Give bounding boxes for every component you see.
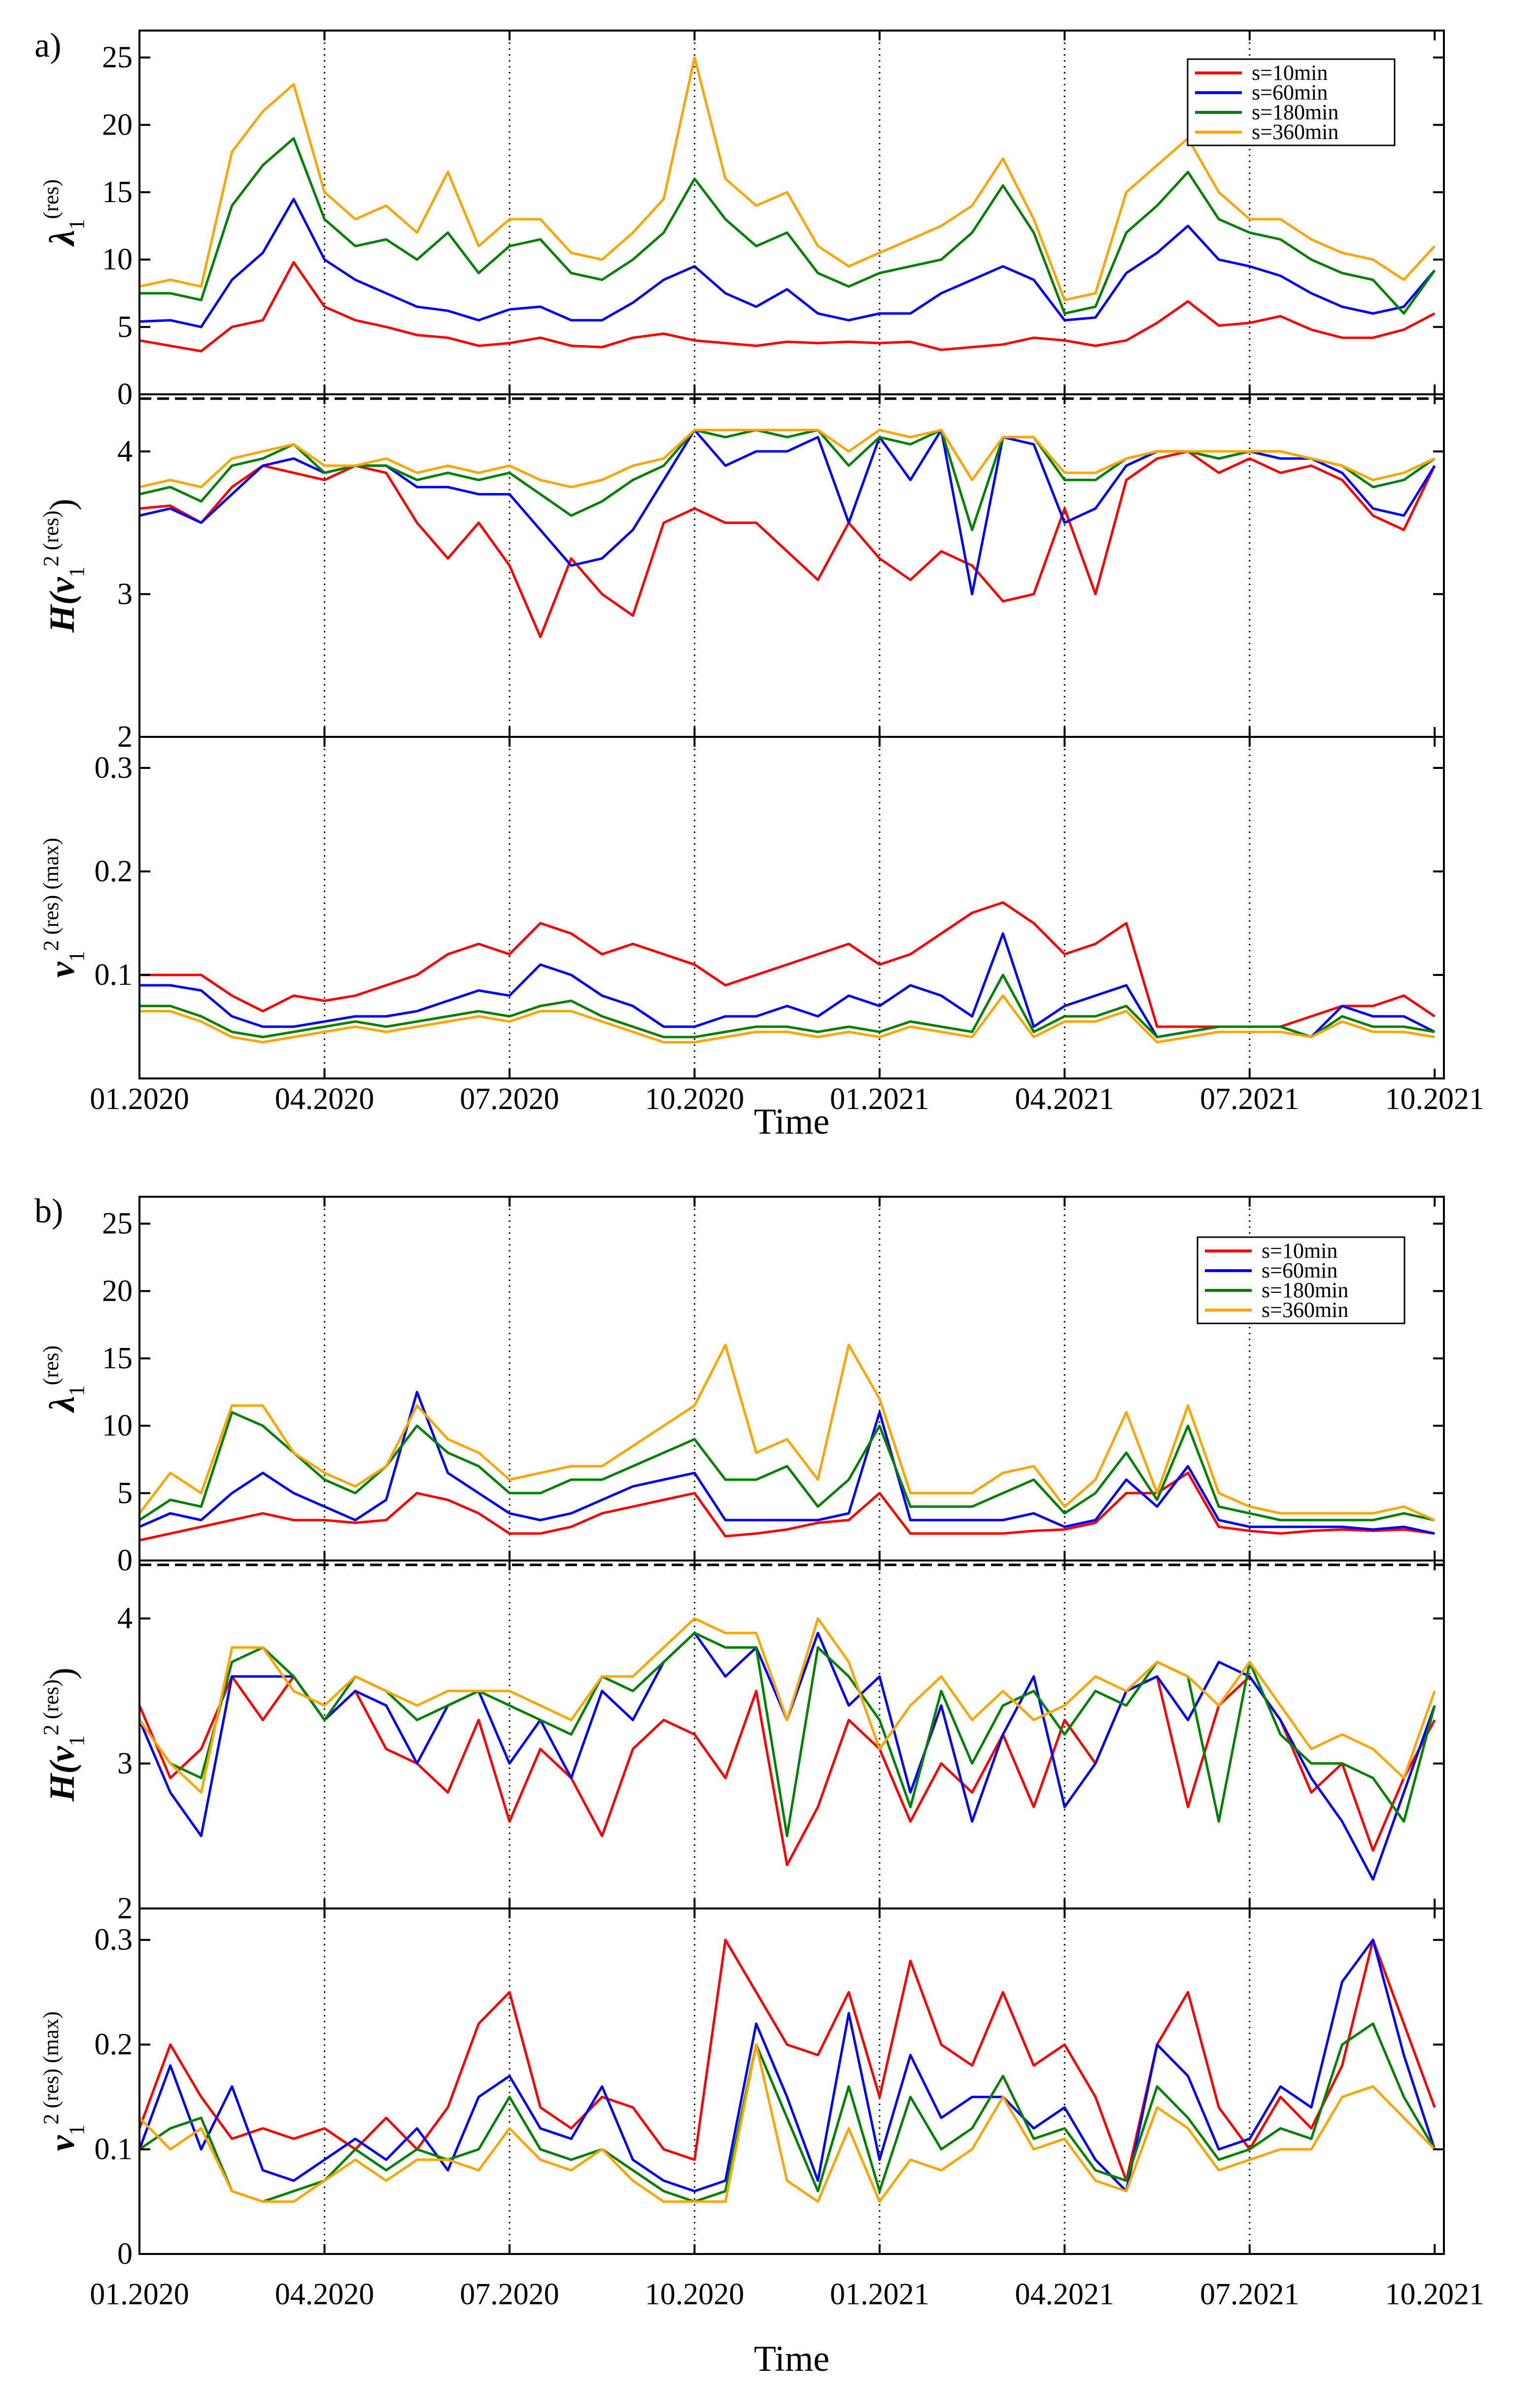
series-line bbox=[139, 901, 1436, 1028]
y-tick-label: 0.3 bbox=[95, 751, 133, 785]
y-axis-label: λ1(res) bbox=[39, 1346, 89, 1414]
subplot-3: 0.1 0.2 0.3 v12 (res) (max) bbox=[39, 736, 1445, 1079]
y-tick-label: 0.1 bbox=[95, 958, 133, 992]
panel-b: b) 0 5 10 15 20 25 λ1(res) 2 3 4 H(v12 (res)) 0 0.1 0.… bbox=[34, 1192, 1484, 2379]
y-tick-label: 0.3 bbox=[95, 1923, 133, 1957]
y-tick-label: 5 bbox=[117, 310, 133, 344]
plot-frame bbox=[138, 1907, 1445, 2255]
series-line bbox=[138, 1411, 1435, 1522]
series-line bbox=[139, 450, 1436, 638]
subplot-2: 2 3 4 H(v12 (res)) bbox=[39, 1560, 1445, 1925]
x-tick-label: 10.2020 bbox=[645, 2278, 745, 2311]
y-axis-label: v12 (res) (max) bbox=[39, 2011, 89, 2151]
x-tick-label: 10.2020 bbox=[645, 1082, 745, 1116]
y-tick-label: 0.2 bbox=[95, 2028, 133, 2061]
plot-frame bbox=[138, 393, 1445, 738]
subplot-1: 0 5 10 15 20 25 λ1(res) bbox=[39, 30, 1445, 411]
x-tick-label: 07.2021 bbox=[1200, 2278, 1300, 2311]
y-tick-label: 3 bbox=[117, 577, 133, 611]
series-line bbox=[138, 1631, 1436, 1881]
series-line bbox=[139, 973, 1435, 1039]
y-axis-label: H(v12 (res)) bbox=[39, 1667, 89, 1802]
y-tick-label: 5 bbox=[117, 1476, 133, 1510]
series-line bbox=[138, 1344, 1436, 1522]
series-line bbox=[138, 1939, 1436, 2192]
y-tick-label: 10 bbox=[102, 243, 133, 277]
legend-entry: s=360min bbox=[1262, 1298, 1348, 1322]
series-line bbox=[139, 932, 1436, 1039]
y-tick-label: 10 bbox=[102, 1409, 133, 1443]
y-tick-label: 15 bbox=[102, 175, 133, 209]
x-tick-label: 04.2021 bbox=[1015, 2278, 1115, 2311]
legend-entry: s=180min bbox=[1252, 100, 1338, 124]
x-tick-label: 01.2021 bbox=[830, 1082, 929, 1116]
y-tick-label: 25 bbox=[102, 41, 133, 74]
y-axis-label: v12 (res) (max) bbox=[39, 838, 89, 978]
y-tick-label: 4 bbox=[117, 1602, 133, 1635]
panel-label: a) bbox=[34, 27, 61, 65]
legend-entry: s=60min bbox=[1262, 1258, 1337, 1283]
x-axis-label: Time bbox=[754, 1102, 830, 1142]
x-tick-label: 10.2021 bbox=[1385, 1082, 1484, 1116]
legend-entry: s=360min bbox=[1252, 120, 1338, 144]
x-tick-label: 04.2020 bbox=[275, 1082, 375, 1116]
subplot-2: 2 3 4 H(v12 (res)) bbox=[39, 393, 1445, 754]
x-tick-label: 07.2020 bbox=[460, 2278, 559, 2311]
legend-entry: s=10min bbox=[1252, 61, 1328, 85]
y-tick-label: 0.1 bbox=[95, 2133, 133, 2166]
y-tick-label: 20 bbox=[102, 1274, 133, 1308]
series-line bbox=[138, 1631, 1436, 1837]
x-axis-label: Time bbox=[754, 2339, 830, 2379]
y-tick-label: 15 bbox=[102, 1342, 133, 1375]
panel-a: a) 0 5 10 15 20 25 λ1(res) 2 3 4 H(v12 (res)) 0.1 0.2… bbox=[34, 27, 1484, 1142]
y-tick-label: 0.2 bbox=[95, 855, 133, 888]
x-tick-label: 07.2021 bbox=[1200, 1082, 1300, 1116]
series-line bbox=[138, 1390, 1435, 1535]
x-tick-label: 04.2021 bbox=[1015, 1082, 1115, 1116]
x-tick-label: 04.2020 bbox=[275, 2278, 375, 2311]
legend-entry: s=60min bbox=[1252, 80, 1328, 104]
x-tick-label: 01.2020 bbox=[90, 1082, 189, 1116]
legend-entry: s=10min bbox=[1262, 1239, 1337, 1263]
series-line bbox=[138, 1939, 1436, 2182]
series-line bbox=[139, 1471, 1435, 1542]
y-axis-label: H(v12 (res)) bbox=[39, 499, 89, 633]
y-tick-label: 0 bbox=[117, 2237, 133, 2271]
y-tick-label: 0 bbox=[117, 378, 133, 411]
y-tick-label: 20 bbox=[102, 108, 133, 141]
x-tick-label: 01.2021 bbox=[830, 2278, 929, 2311]
series-line bbox=[138, 2043, 1436, 2203]
x-tick-label: 01.2020 bbox=[90, 2278, 189, 2311]
y-axis-label: λ1(res) bbox=[39, 179, 89, 247]
series-line bbox=[138, 2022, 1436, 2203]
series-line bbox=[138, 1617, 1436, 1794]
y-tick-label: 2 bbox=[117, 720, 133, 754]
series-line bbox=[139, 994, 1435, 1043]
y-tick-label: 0 bbox=[117, 1544, 133, 1577]
plot-frame bbox=[138, 736, 1445, 1079]
series-line bbox=[139, 428, 1436, 531]
x-tick-label: 10.2021 bbox=[1385, 2278, 1484, 2311]
y-tick-label: 3 bbox=[117, 1747, 133, 1780]
series-line bbox=[139, 428, 1436, 488]
x-tick-label: 07.2020 bbox=[460, 1082, 559, 1116]
y-tick-label: 25 bbox=[102, 1207, 133, 1241]
series-line bbox=[139, 198, 1436, 328]
series-line bbox=[139, 261, 1436, 352]
y-tick-label: 2 bbox=[117, 1892, 133, 1925]
panel-label: b) bbox=[34, 1192, 63, 1230]
series-line bbox=[139, 56, 1436, 302]
legend-entry: s=180min bbox=[1262, 1278, 1348, 1302]
series-line bbox=[139, 137, 1436, 315]
subplot-3: 0 0.1 0.2 0.3 v12 (res) (max) bbox=[39, 1907, 1445, 2271]
y-tick-label: 4 bbox=[117, 435, 133, 468]
